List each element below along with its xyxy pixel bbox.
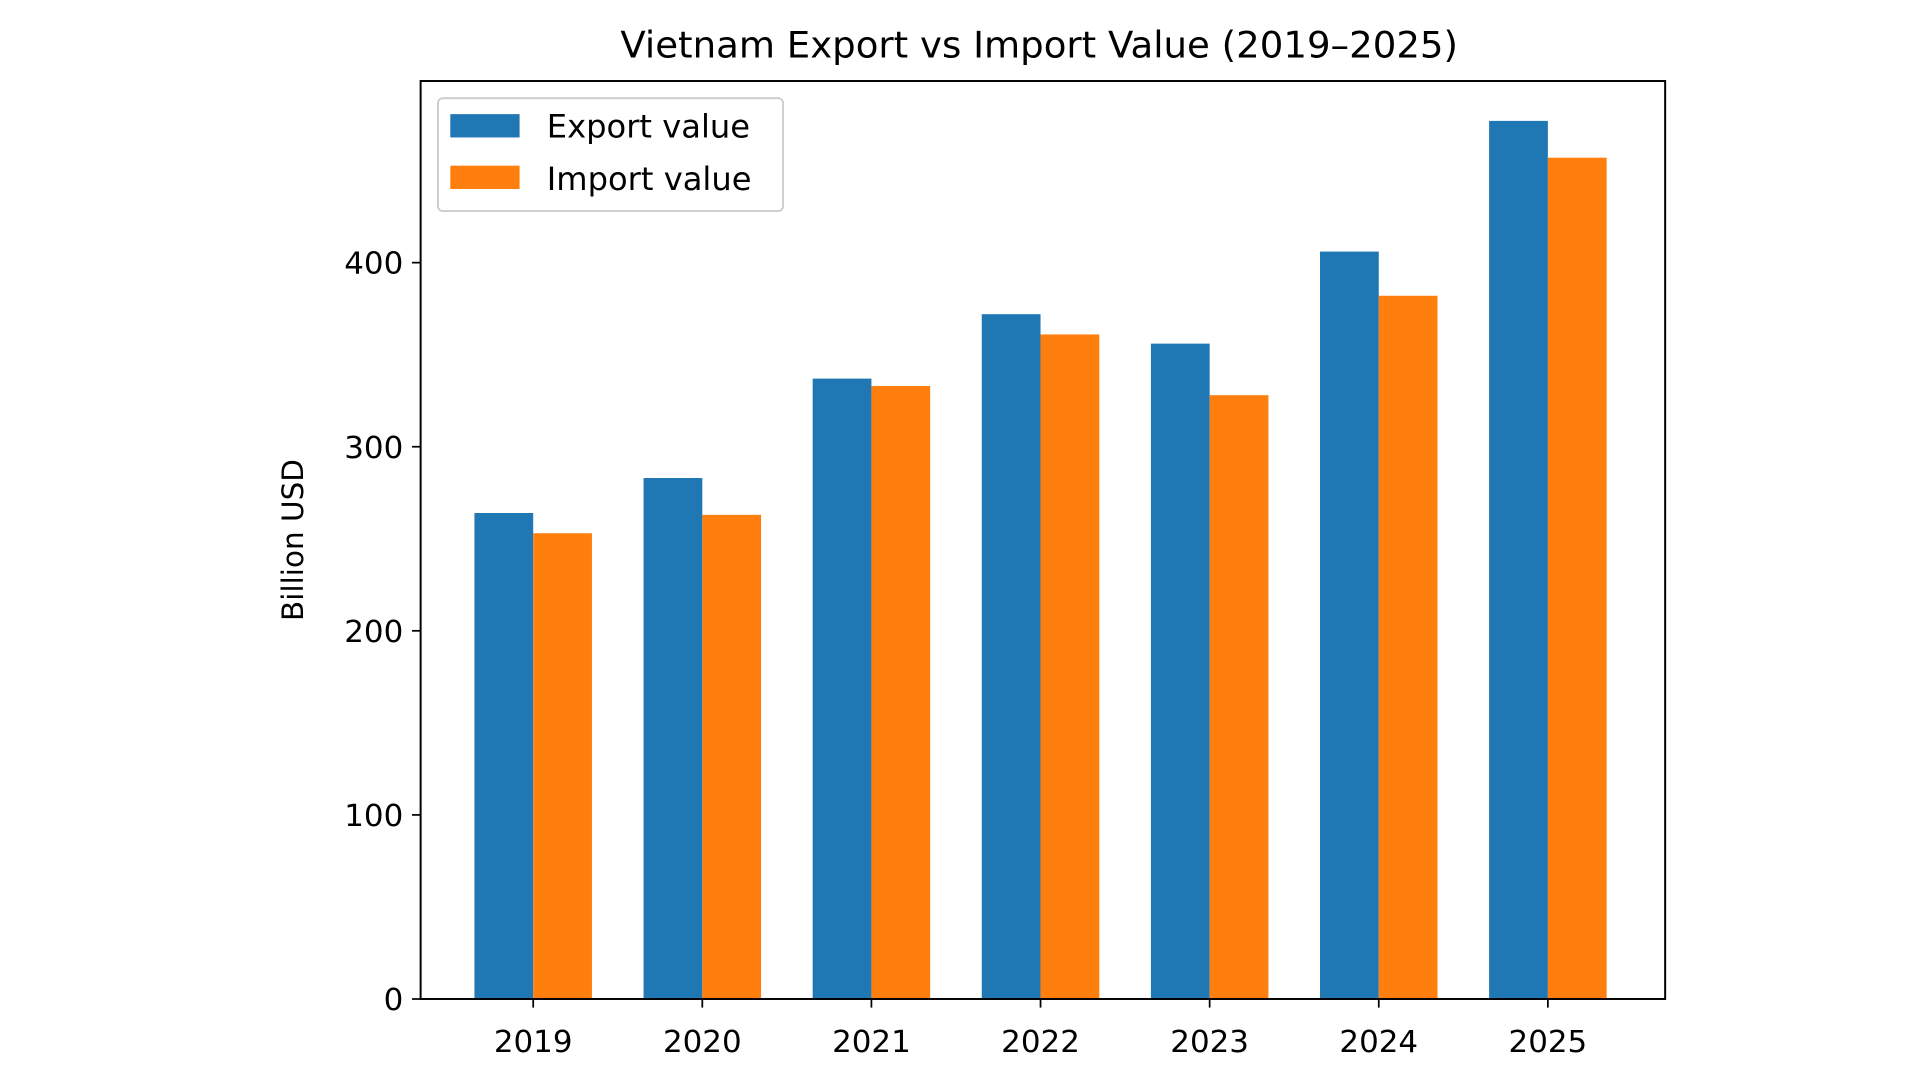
legend: Export value Import value [437, 97, 785, 213]
y-tick-label: 0 [384, 982, 404, 1018]
x-tick-label: 2021 [832, 1024, 911, 1060]
bar-import-2022 [1040, 334, 1100, 999]
x-tick-label: 2024 [1339, 1024, 1418, 1060]
bar-export-2021 [812, 378, 872, 999]
legend-label-export: Export value [547, 108, 750, 146]
x-tick-label: 2023 [1170, 1024, 1249, 1060]
bar-import-2023 [1209, 395, 1269, 999]
y-tick-label: 100 [344, 798, 403, 834]
x-tick-label: 2019 [494, 1024, 573, 1060]
legend-swatch-import [450, 165, 520, 189]
y-tick-label: 200 [344, 614, 403, 650]
bar-export-2023 [1150, 343, 1210, 999]
y-tick-label: 300 [344, 430, 403, 466]
bar-import-2021 [871, 385, 931, 999]
legend-label-import: Import value [547, 160, 752, 198]
bar-export-2025 [1489, 120, 1548, 1000]
bar-import-2019 [533, 533, 592, 999]
bar-export-2020 [643, 478, 703, 1000]
bar-import-2025 [1547, 157, 1607, 1000]
x-tick-label: 2022 [1001, 1024, 1080, 1060]
bar-import-2024 [1378, 295, 1438, 1000]
legend-swatch-export [450, 114, 520, 138]
chart-title: Vietnam Export vs Import Value (2019–202… [620, 24, 1458, 67]
x-tick-label: 2025 [1509, 1024, 1588, 1060]
bar-import-2020 [702, 514, 762, 999]
plot-frame [419, 80, 1667, 1000]
y-tick-label: 400 [344, 246, 403, 282]
bar-export-2022 [981, 314, 1041, 999]
bar-export-2024 [1320, 251, 1379, 999]
x-tick-label: 2020 [663, 1024, 742, 1060]
bar-export-2019 [474, 513, 534, 999]
y-axis-label: Billion USD [276, 459, 310, 621]
